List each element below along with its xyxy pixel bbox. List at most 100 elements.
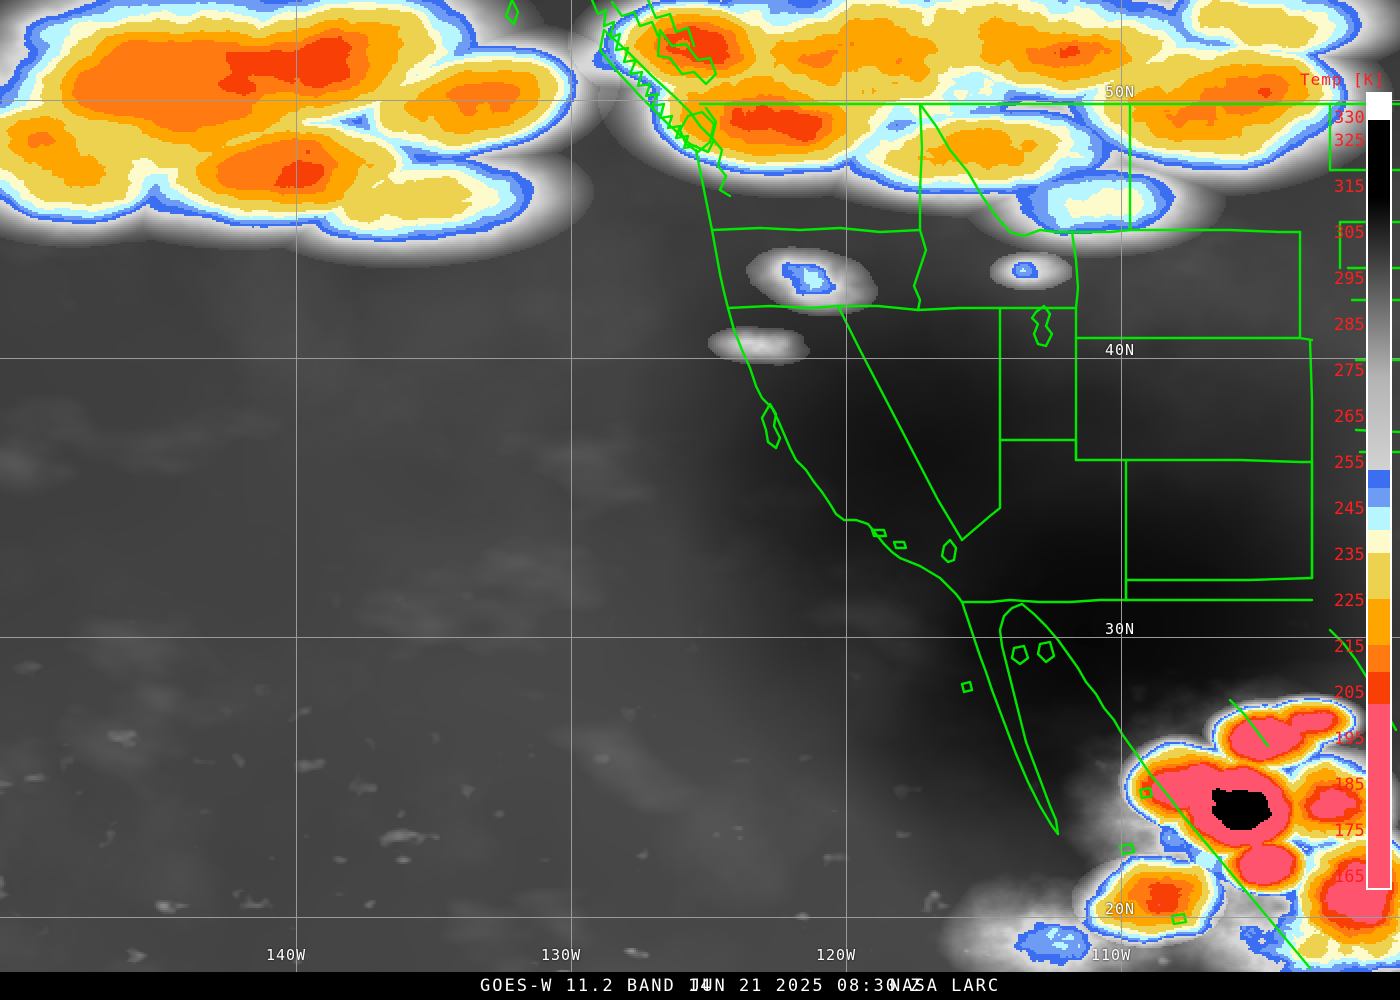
colorbar-tick: 175: [1334, 821, 1365, 842]
id-mt-border: [918, 102, 1074, 238]
colorbar-segment-gray-ramp: [1368, 198, 1390, 378]
queen-charlotte: [504, 0, 520, 26]
colorbar-segment-gray-ramp-start: [1368, 120, 1390, 199]
colorbar-tick: 235: [1334, 545, 1365, 566]
colorbar-segment-pale-yellow: [1368, 529, 1390, 553]
wa-or-border: [710, 226, 922, 234]
graticule-latitude-label: 40N: [1105, 341, 1136, 359]
colorbar-title: Temp [K]: [1300, 70, 1386, 89]
sf-bay: [760, 402, 782, 450]
colorbar-frame: [1366, 92, 1392, 890]
graticule-latitude-label: 50N: [1105, 83, 1136, 101]
colorbar-tick: 165: [1334, 867, 1365, 888]
baja-island-c: [1036, 640, 1056, 664]
colorbar-tick: 325: [1334, 131, 1365, 152]
baja-island-b: [1010, 644, 1030, 666]
colorbar-tick: 245: [1334, 499, 1365, 520]
colorbar-segment-dark-orange: [1368, 644, 1390, 673]
graticule-meridian: [296, 0, 297, 972]
mx-lake: [1138, 786, 1154, 800]
nv-az-border: [960, 438, 1002, 542]
colorbar-tick: 285: [1334, 315, 1365, 336]
bc-inlet-b: [646, 0, 696, 48]
bc-coast: [590, 0, 698, 150]
colorbar-tick: 330: [1334, 108, 1365, 129]
graticule-parallel: [0, 917, 1400, 918]
olympic-peninsula: [678, 110, 716, 154]
colorbar-segment-red-orange: [1368, 672, 1390, 705]
colorbar-segment-gray-ramp: [1368, 377, 1390, 470]
colorbar-tick: 195: [1334, 729, 1365, 750]
or-ca-border: [726, 304, 840, 310]
graticule-longitude-label: 120W: [816, 946, 857, 964]
caption-timestamp: JUN 21 2025 08:30 Z: [690, 976, 923, 996]
salton-sea: [940, 538, 958, 564]
wy-sd-border: [1128, 228, 1302, 234]
mx-interior-a: [1228, 698, 1270, 748]
graticule-parallel: [0, 637, 1400, 638]
ca-coast: [726, 306, 964, 604]
colorbar-tick: 295: [1334, 269, 1365, 290]
colorbar-gradient: [1368, 94, 1390, 888]
colorbar-segment-blue: [1368, 469, 1390, 489]
graticule-latitude-label: 30N: [1105, 620, 1136, 638]
colorbar-segment-light-blue: [1368, 488, 1390, 507]
puget-sound: [704, 106, 732, 198]
colorbar-tick: 275: [1334, 361, 1365, 382]
colorbar-tick: 315: [1334, 177, 1365, 198]
baja-east-coast: [998, 602, 1060, 836]
wa-id-border: [918, 102, 924, 232]
georgia-strait: [656, 28, 718, 86]
caption-satellite-band: GOES-W 11.2 BAND 14: [480, 976, 713, 996]
great-salt-lake: [1030, 304, 1054, 348]
colorbar-segment-cyan: [1368, 506, 1390, 530]
colorbar-tick: 305: [1334, 223, 1365, 244]
graticule-meridian: [1121, 0, 1122, 972]
ut-az-border: [998, 438, 1078, 462]
colorbar-segment-pink: [1368, 704, 1390, 888]
colorbar-segment-flag-hot: [1368, 97, 1390, 121]
caption-bar: GOES-W 11.2 BAND 14 JUN 21 2025 08:30 Z …: [0, 972, 1400, 1000]
temperature-colorbar: [1366, 92, 1392, 890]
baja-island-a: [960, 680, 974, 694]
or-coast: [710, 228, 730, 310]
ca-mx-border: [960, 578, 1128, 604]
graticule-meridian: [846, 0, 847, 972]
ca-channel-islands-a: [870, 528, 888, 538]
mx-island-e: [1170, 912, 1188, 926]
bc-inlet-a: [610, 0, 660, 38]
graticule-longitude-label: 140W: [266, 946, 307, 964]
nv-ca-border: [836, 304, 964, 542]
colorbar-tick: 255: [1334, 453, 1365, 474]
colorbar-tick: 225: [1334, 591, 1365, 612]
graticule-parallel: [0, 358, 1400, 359]
wa-coast: [694, 148, 714, 232]
caption-organization: NASA LARC: [890, 976, 1001, 996]
or-id-border: [912, 228, 928, 312]
colorbar-tick: 205: [1334, 683, 1365, 704]
colorbar-segment-orange: [1368, 598, 1390, 645]
co-ne-kansas: [1298, 336, 1314, 342]
baja-west-coast: [960, 600, 1060, 836]
id-wy-border: [1070, 230, 1080, 310]
colorbar-tick: 215: [1334, 637, 1365, 658]
graticule-longitude-label: 130W: [541, 946, 582, 964]
colorbar-segment-yellow: [1368, 552, 1390, 599]
id-nv-border: [916, 306, 1002, 312]
political-boundaries: [504, 0, 1400, 970]
colorbar-tick: 185: [1334, 775, 1365, 796]
graticule-meridian: [571, 0, 572, 972]
or-nv-border: [836, 304, 920, 312]
graticule-parallel: [0, 100, 1400, 101]
mx-island-d: [1118, 842, 1136, 856]
nm-west-border: [1124, 458, 1314, 464]
ca-channel-islands-b: [892, 540, 908, 550]
mt-wy-border: [1070, 228, 1132, 234]
graticule-latitude-label: 20N: [1105, 900, 1136, 918]
graticule-longitude-label: 110W: [1091, 946, 1132, 964]
colorbar-tick: 265: [1334, 407, 1365, 428]
sonora-coast: [1020, 602, 1312, 970]
co-nm-border: [1124, 576, 1314, 582]
